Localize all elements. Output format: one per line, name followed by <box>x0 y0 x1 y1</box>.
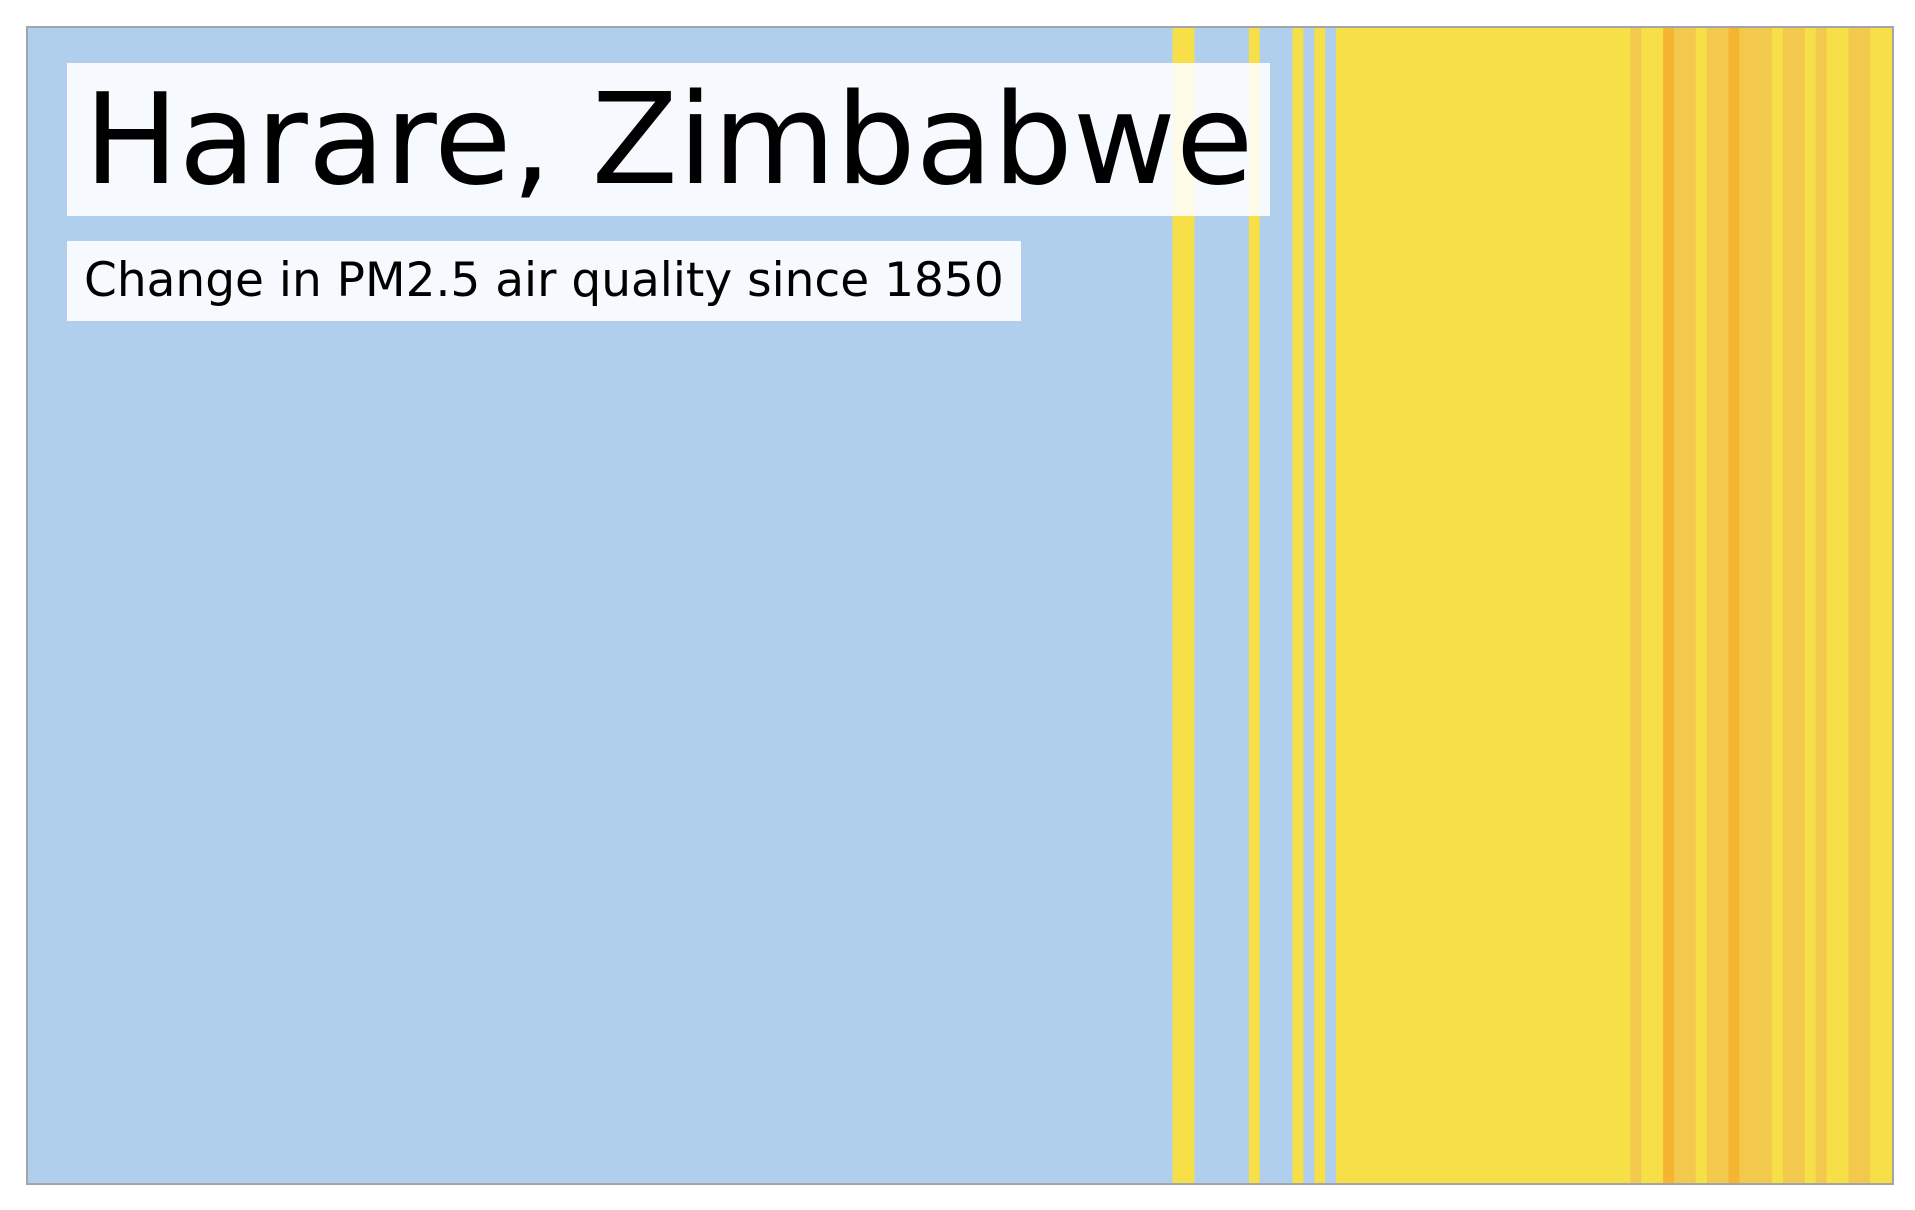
warming-stripes-chart <box>26 26 1894 1185</box>
chart-title: Harare, Zimbabwe <box>67 63 1271 216</box>
stripe-1969 <box>1325 28 1337 1183</box>
chart-subtitle: Change in PM2.5 air quality since 1850 <box>67 241 1021 321</box>
stripe-2001 <box>1673 28 1697 1183</box>
stripe-1967 <box>1303 28 1315 1183</box>
stripe-2006 <box>1728 28 1740 1183</box>
stripe-2011 <box>1782 28 1806 1183</box>
stripe-2003 <box>1695 28 1708 1183</box>
stripe-2007 <box>1739 28 1773 1183</box>
stripe-2017 <box>1848 28 1871 1183</box>
stripe-2010 <box>1772 28 1784 1183</box>
stripe-2014 <box>1815 28 1828 1183</box>
stripe-1963 <box>1259 28 1293 1183</box>
stripe-1850 <box>28 28 1174 1183</box>
stripe-2015 <box>1826 28 1849 1183</box>
stripe-1998 <box>1641 28 1664 1183</box>
stripe-2000 <box>1663 28 1675 1183</box>
stripe-1968 <box>1314 28 1326 1183</box>
stripe-2019 <box>1870 28 1892 1183</box>
stripe-1957 <box>1194 28 1250 1183</box>
stripe-1962 <box>1248 28 1261 1183</box>
stripe-1997 <box>1630 28 1642 1183</box>
stripe-2004 <box>1706 28 1729 1183</box>
stripe-1970 <box>1336 28 1631 1183</box>
stripe-1966 <box>1292 28 1304 1183</box>
stripe-1955 <box>1172 28 1195 1183</box>
stripe-2013 <box>1804 28 1817 1183</box>
stripes-plot-area <box>28 28 1892 1183</box>
